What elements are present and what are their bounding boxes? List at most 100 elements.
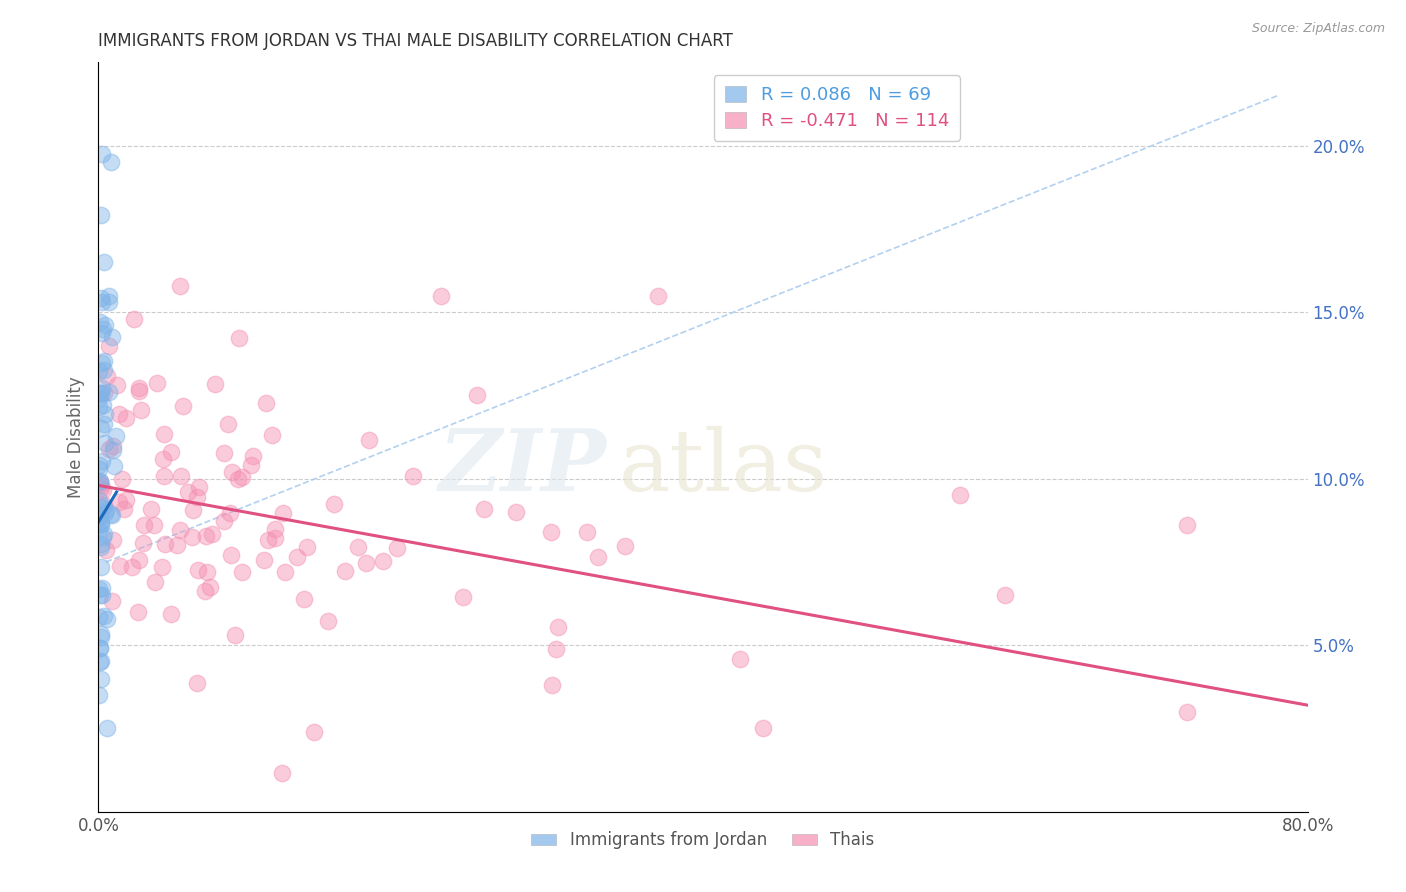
- Point: [90, 385, 112, 400]
- Point: [354, 557, 377, 571]
- Point: [101, 594, 124, 608]
- Point: [257, 533, 280, 548]
- Point: [143, 574, 166, 589]
- Point: [228, 331, 250, 345]
- Point: [240, 458, 263, 473]
- Point: [221, 465, 243, 479]
- Point: [194, 584, 217, 599]
- Point: [127, 605, 149, 619]
- Point: [89, 688, 111, 702]
- Point: [90, 627, 112, 641]
- Point: [87, 458, 110, 472]
- Point: [263, 522, 285, 536]
- Point: [129, 403, 152, 417]
- Point: [274, 566, 297, 580]
- Point: [254, 396, 277, 410]
- Point: [90, 654, 112, 668]
- Point: [146, 376, 169, 390]
- Point: [90, 537, 112, 551]
- Point: [316, 615, 339, 629]
- Point: [728, 652, 751, 666]
- Point: [87, 462, 110, 476]
- Point: [264, 532, 287, 546]
- Point: [172, 399, 194, 413]
- Point: [204, 377, 226, 392]
- Point: [186, 676, 208, 690]
- Point: [89, 510, 111, 524]
- Point: [451, 590, 474, 604]
- Point: [465, 388, 488, 402]
- Point: [402, 468, 425, 483]
- Point: [224, 628, 246, 642]
- Point: [108, 407, 131, 421]
- Point: [103, 459, 125, 474]
- Legend: Immigrants from Jordan, Thais: Immigrants from Jordan, Thais: [524, 824, 882, 855]
- Point: [100, 507, 122, 521]
- Point: [752, 722, 775, 736]
- Point: [540, 524, 562, 539]
- Point: [121, 560, 143, 574]
- Point: [346, 540, 368, 554]
- Point: [228, 472, 250, 486]
- Point: [108, 495, 131, 509]
- Point: [87, 364, 110, 378]
- Point: [89, 475, 111, 489]
- Point: [152, 452, 174, 467]
- Point: [93, 417, 115, 432]
- Point: [114, 411, 136, 425]
- Point: [90, 481, 112, 495]
- Point: [169, 524, 191, 538]
- Point: [169, 469, 191, 483]
- Point: [201, 527, 224, 541]
- Point: [112, 501, 135, 516]
- Point: [150, 559, 173, 574]
- Point: [87, 391, 110, 405]
- Point: [143, 518, 166, 533]
- Point: [111, 472, 134, 486]
- Point: [98, 442, 121, 457]
- Point: [292, 592, 315, 607]
- Point: [575, 524, 598, 539]
- Text: Source: ZipAtlas.com: Source: ZipAtlas.com: [1251, 22, 1385, 36]
- Point: [271, 765, 294, 780]
- Point: [91, 529, 114, 543]
- Point: [100, 508, 122, 522]
- Point: [153, 469, 176, 483]
- Point: [94, 318, 117, 333]
- Point: [586, 549, 609, 564]
- Point: [89, 500, 111, 515]
- Point: [166, 538, 188, 552]
- Point: [297, 540, 319, 554]
- Point: [333, 564, 356, 578]
- Point: [242, 449, 264, 463]
- Point: [93, 255, 115, 269]
- Point: [1175, 705, 1198, 719]
- Point: [90, 356, 112, 370]
- Point: [87, 582, 110, 597]
- Point: [97, 338, 120, 352]
- Point: [96, 722, 118, 736]
- Point: [90, 147, 112, 161]
- Point: [96, 612, 118, 626]
- Point: [87, 492, 110, 507]
- Point: [186, 490, 208, 504]
- Point: [132, 518, 155, 533]
- Point: [90, 517, 112, 532]
- Point: [89, 656, 111, 670]
- Point: [181, 503, 204, 517]
- Point: [949, 488, 972, 502]
- Point: [371, 554, 394, 568]
- Point: [89, 474, 111, 488]
- Point: [122, 311, 145, 326]
- Point: [91, 381, 114, 395]
- Point: [89, 640, 111, 655]
- Point: [153, 426, 176, 441]
- Point: [217, 417, 239, 432]
- Point: [212, 514, 235, 528]
- Point: [89, 641, 111, 656]
- Point: [89, 315, 111, 329]
- Point: [128, 384, 150, 398]
- Point: [115, 492, 138, 507]
- Point: [91, 322, 114, 336]
- Point: [93, 609, 115, 624]
